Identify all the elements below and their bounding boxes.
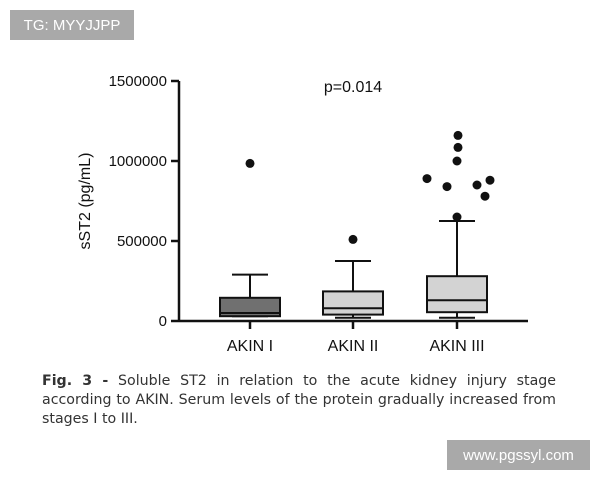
- outlier-point: [453, 142, 463, 152]
- caption-label: Fig. 3 -: [42, 373, 109, 389]
- outlier-point: [453, 130, 463, 140]
- outlier-point: [442, 182, 452, 192]
- outlier-point: [485, 175, 495, 185]
- box-akin-iii: [426, 220, 488, 319]
- y-tick-label: 0: [159, 313, 167, 330]
- y-tick-label: 1000000: [109, 153, 167, 170]
- chart-boxes: [219, 130, 495, 319]
- watermark-top-left: TG: MYYJJPP: [10, 10, 134, 40]
- chart-axes: 0 500000 1000000 1500000 AKIN I AKIN II AKIN I…: [109, 73, 528, 355]
- y-tick-label: 500000: [117, 233, 167, 250]
- box-akin-ii: [322, 260, 384, 319]
- outlier-point: [348, 234, 358, 244]
- x-tick-label: AKIN II: [328, 338, 379, 355]
- outlier-point: [422, 174, 432, 184]
- box-plot-chart: 0 500000 1000000 1500000 AKIN I AKIN II AKIN I…: [77, 73, 528, 355]
- x-tick-label: AKIN III: [429, 338, 484, 355]
- outlier-point: [472, 180, 482, 190]
- box-body: [322, 290, 384, 316]
- outlier-point: [480, 191, 490, 201]
- outlier-point: [245, 158, 255, 168]
- y-axis-label: sST2 (pg/mL): [77, 153, 94, 250]
- caption-text: Soluble ST2 in relation to the acute kid…: [42, 373, 556, 427]
- x-tick-label: AKIN I: [227, 338, 273, 355]
- box-body: [426, 275, 488, 314]
- box-body: [219, 296, 281, 318]
- outlier-point: [452, 212, 462, 222]
- y-tick-label: 1500000: [109, 73, 167, 90]
- outlier-point: [452, 156, 462, 166]
- figure-caption: Fig. 3 - Soluble ST2 in relation to the …: [42, 372, 556, 429]
- box-akin-i: [219, 273, 281, 318]
- p-value-annotation: p=0.014: [324, 79, 382, 96]
- watermark-bottom-right: www.pgssyl.com: [447, 440, 590, 470]
